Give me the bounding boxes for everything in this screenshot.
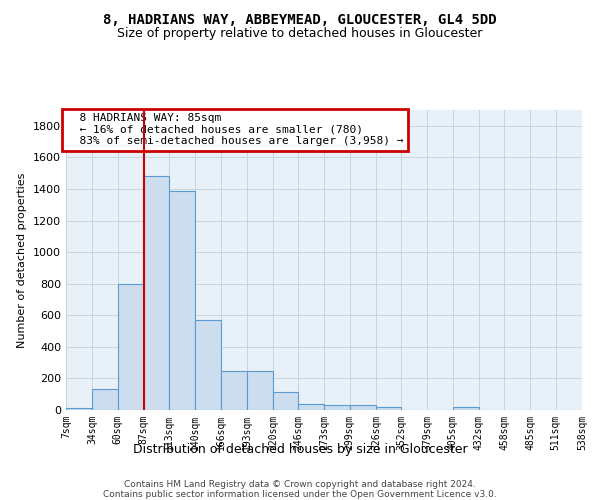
Bar <box>169 192 195 410</box>
Text: Size of property relative to detached houses in Gloucester: Size of property relative to detached ho… <box>118 28 482 40</box>
Text: Contains public sector information licensed under the Open Government Licence v3: Contains public sector information licen… <box>103 490 497 499</box>
Bar <box>221 370 247 410</box>
Bar <box>453 407 479 410</box>
Bar <box>66 408 92 410</box>
Text: Distribution of detached houses by size in Gloucester: Distribution of detached houses by size … <box>133 442 467 456</box>
Bar <box>273 392 298 410</box>
Text: 8, HADRIANS WAY, ABBEYMEAD, GLOUCESTER, GL4 5DD: 8, HADRIANS WAY, ABBEYMEAD, GLOUCESTER, … <box>103 12 497 26</box>
Bar <box>118 284 144 410</box>
Text: 8 HADRIANS WAY: 85sqm
  ← 16% of detached houses are smaller (780)
  83% of semi: 8 HADRIANS WAY: 85sqm ← 16% of detached … <box>66 113 404 146</box>
Bar <box>247 370 273 410</box>
Bar <box>144 176 169 410</box>
Bar <box>92 390 118 410</box>
Bar <box>195 320 221 410</box>
Bar <box>350 406 376 410</box>
Bar <box>325 406 350 410</box>
Y-axis label: Number of detached properties: Number of detached properties <box>17 172 28 348</box>
Bar <box>298 404 325 410</box>
Text: Contains HM Land Registry data © Crown copyright and database right 2024.: Contains HM Land Registry data © Crown c… <box>124 480 476 489</box>
Bar <box>376 407 401 410</box>
